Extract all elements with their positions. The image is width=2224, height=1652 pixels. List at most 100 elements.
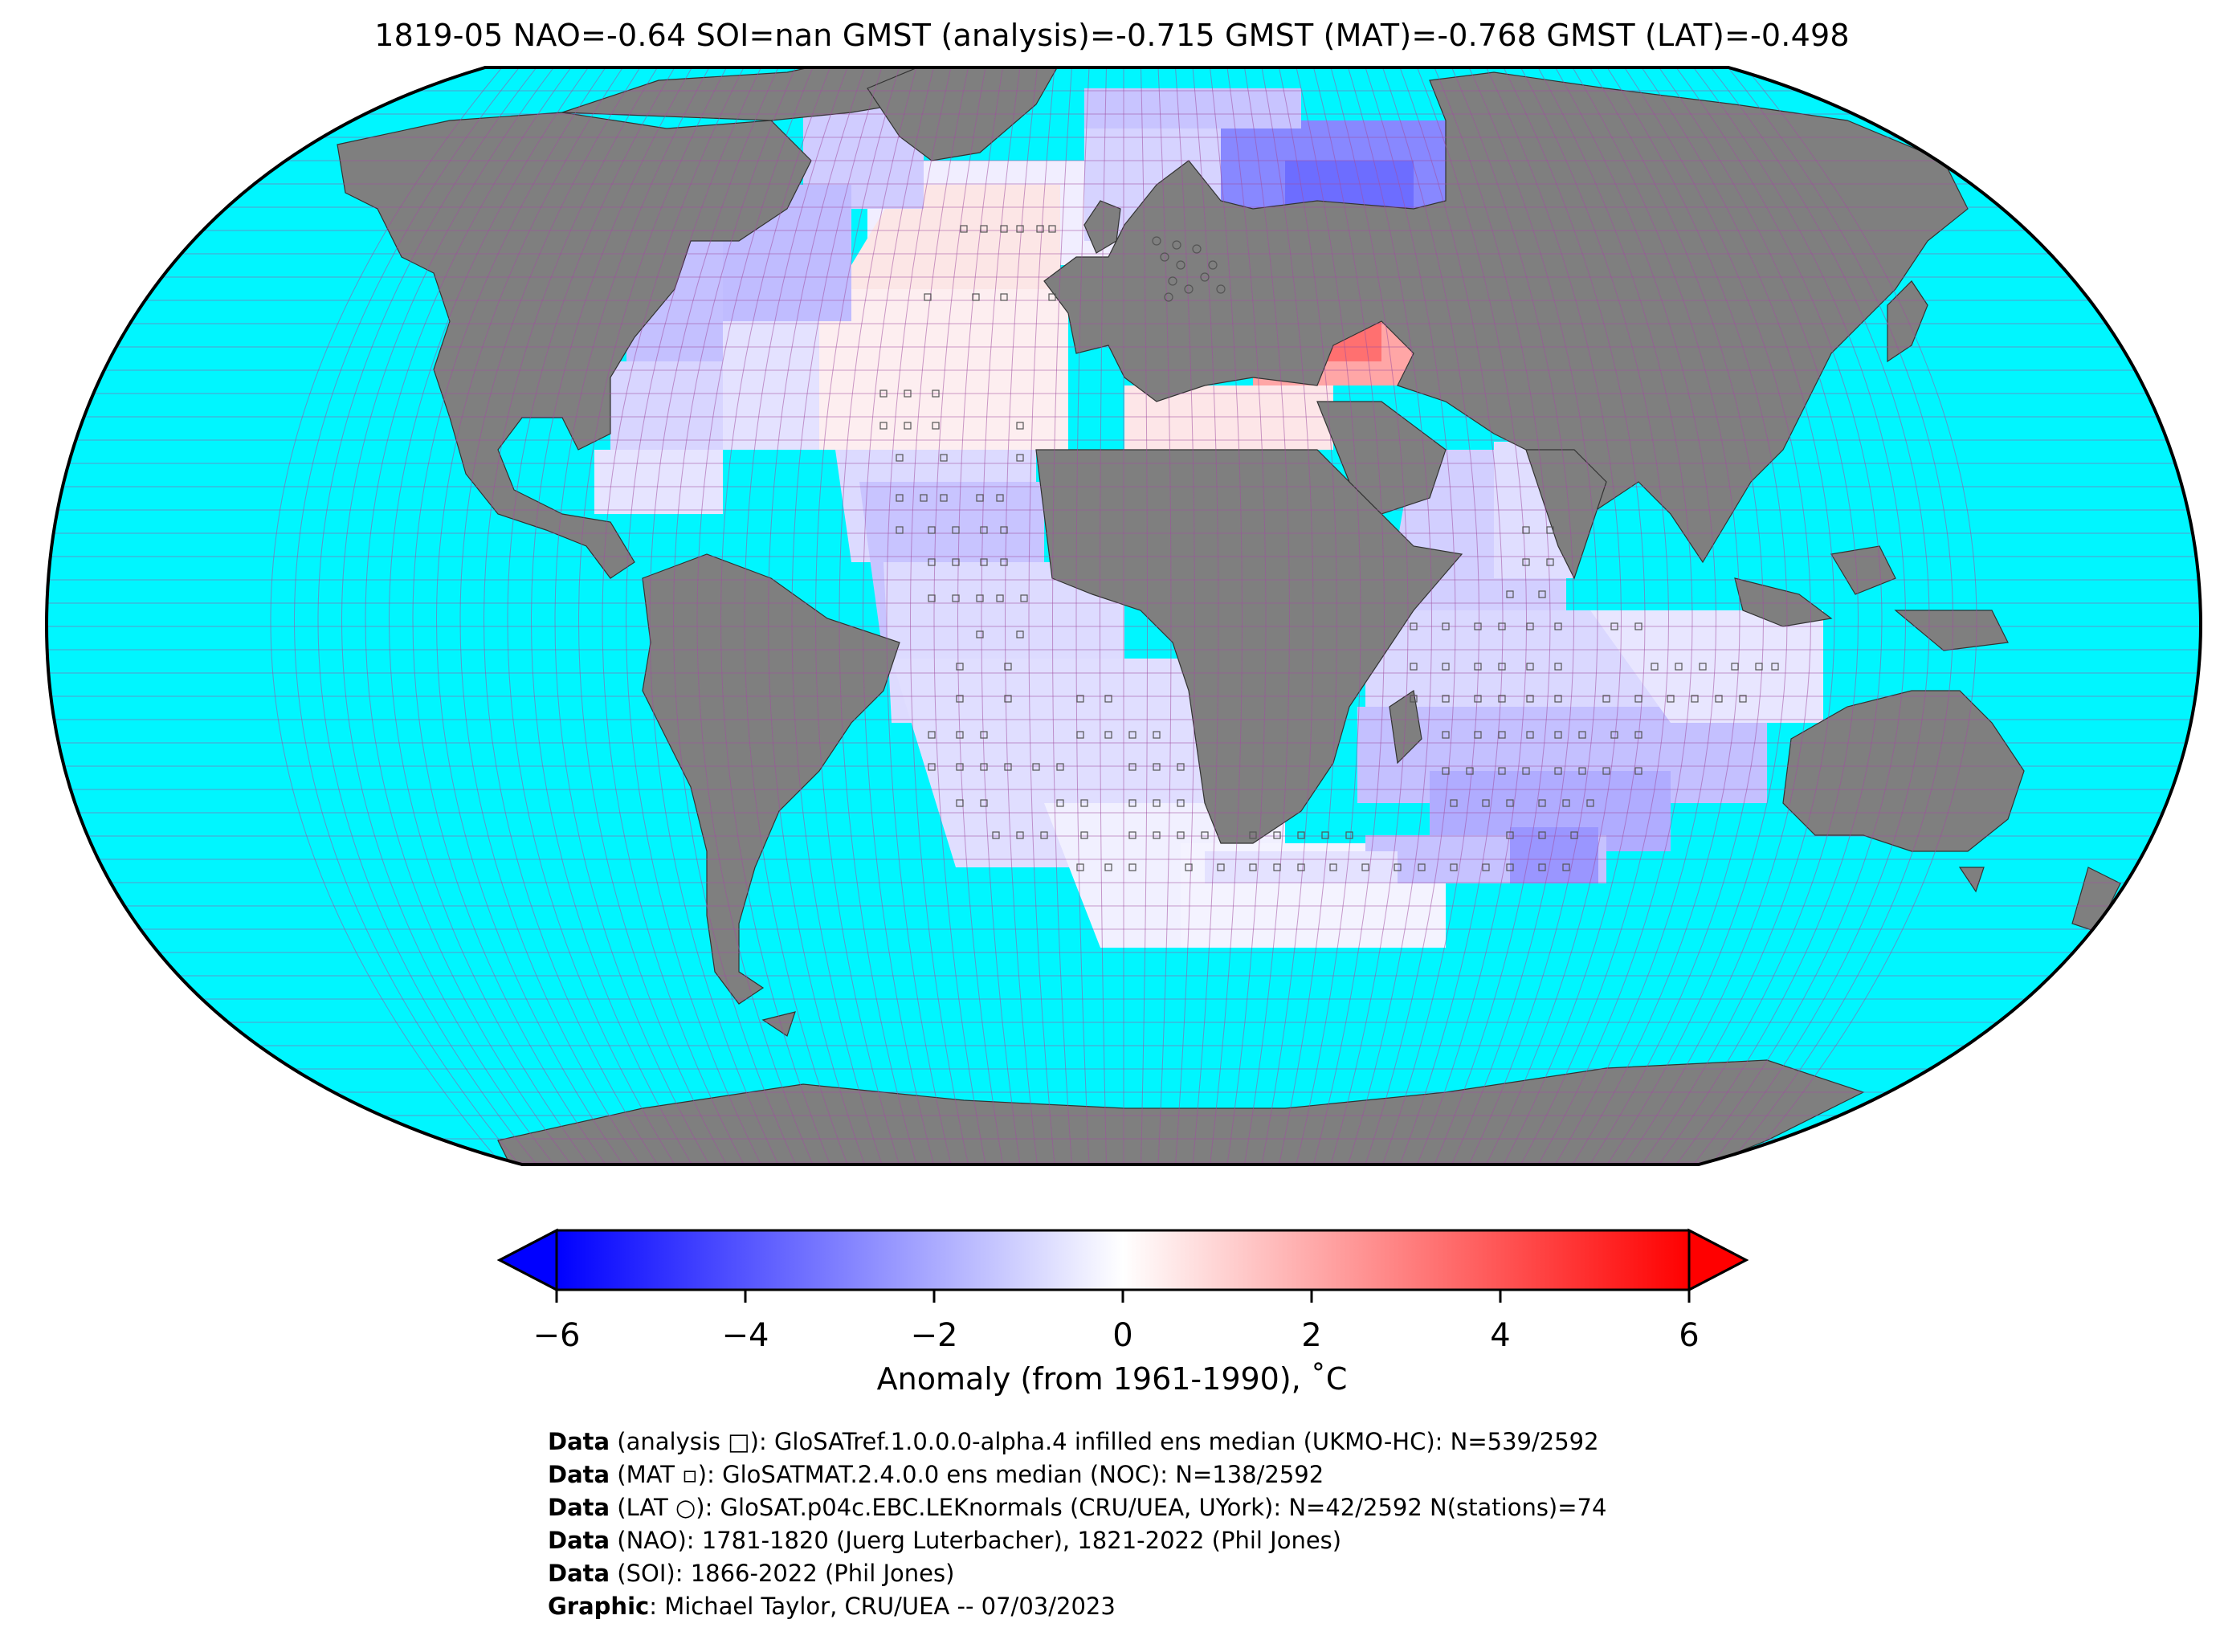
analysis-marker (1321, 831, 1329, 839)
analysis-marker (1482, 799, 1490, 807)
analysis-marker (1217, 863, 1225, 871)
credit-head: Data (548, 1560, 610, 1587)
analysis-marker (1076, 863, 1084, 871)
colorbar-ticks (555, 1290, 1691, 1303)
credit-text: : Michael Taylor, CRU/UEA -- 07/03/2023 (649, 1593, 1116, 1620)
analysis-marker (1506, 863, 1514, 871)
colorbar-gradient (557, 1230, 1689, 1290)
analysis-marker (1546, 558, 1554, 566)
analysis-marker (1651, 663, 1659, 671)
analysis-marker (956, 763, 964, 771)
colorbar-tick-label: −6 (533, 1317, 581, 1354)
station-marker (1168, 276, 1177, 286)
analysis-marker (940, 454, 948, 462)
analysis-marker (896, 454, 904, 462)
analysis-marker (1104, 731, 1112, 739)
analysis-marker (1016, 630, 1024, 638)
analysis-marker (1526, 695, 1534, 703)
analysis-marker (1345, 831, 1353, 839)
analysis-marker (1020, 594, 1028, 602)
station-marker (1172, 240, 1181, 250)
analysis-marker (1715, 695, 1723, 703)
analysis-marker (1498, 622, 1506, 630)
colorbar-tick-label: −4 (721, 1317, 769, 1354)
analysis-marker (980, 731, 988, 739)
station-marker (1152, 236, 1161, 246)
analysis-marker (1128, 731, 1136, 739)
analysis-marker (980, 526, 988, 534)
analysis-marker (1667, 695, 1675, 703)
credit-head: Data (548, 1527, 610, 1554)
analysis-marker (1080, 831, 1088, 839)
credit-line: Data (NAO): 1781-1820 (Juerg Luterbacher… (548, 1524, 1606, 1557)
analysis-marker (1506, 831, 1514, 839)
analysis-marker (1177, 831, 1185, 839)
colorbar (496, 1228, 1749, 1303)
station-marker (1200, 272, 1210, 282)
analysis-marker (1498, 663, 1506, 671)
analysis-marker (1634, 695, 1642, 703)
analysis-marker (980, 763, 988, 771)
analysis-marker (1104, 695, 1112, 703)
analysis-marker (1538, 590, 1546, 598)
analysis-marker (896, 526, 904, 534)
analysis-marker (1201, 831, 1209, 839)
analysis-marker (976, 630, 984, 638)
analysis-marker (904, 390, 912, 398)
analysis-marker (956, 799, 964, 807)
station-marker (1184, 284, 1194, 294)
analysis-marker (1586, 799, 1594, 807)
analysis-marker (960, 225, 968, 233)
analysis-marker (1554, 695, 1562, 703)
credit-text: (LAT ○): GloSAT.p04c.EBC.LEKnormals (CRU… (610, 1494, 1607, 1521)
analysis-marker (1634, 622, 1642, 630)
analysis-marker (1249, 863, 1257, 871)
analysis-marker (1554, 731, 1562, 739)
analysis-marker (1474, 663, 1482, 671)
analysis-marker (1394, 863, 1402, 871)
analysis-marker (896, 494, 904, 502)
credit-line: Data (LAT ○): GloSAT.p04c.EBC.LEKnormals… (548, 1491, 1606, 1524)
analysis-marker (1526, 622, 1534, 630)
analysis-marker (1418, 863, 1426, 871)
analysis-marker (956, 695, 964, 703)
analysis-marker (928, 558, 936, 566)
map-body (47, 67, 2201, 1165)
analysis-marker (1016, 422, 1024, 430)
analysis-marker (920, 494, 928, 502)
analysis-marker (976, 494, 984, 502)
analysis-marker (1128, 799, 1136, 807)
credit-text: (SOI): 1866-2022 (Phil Jones) (610, 1560, 955, 1587)
analysis-marker (980, 225, 988, 233)
analysis-marker (1076, 731, 1084, 739)
analysis-marker (1153, 763, 1161, 771)
analysis-marker (976, 594, 984, 602)
analysis-marker (1610, 731, 1618, 739)
station-marker (1208, 260, 1218, 270)
credit-text: (MAT ▫): GloSATMAT.2.4.0.0 ens median (N… (610, 1461, 1324, 1488)
analysis-marker (1634, 767, 1642, 775)
analysis-marker (980, 799, 988, 807)
credit-head: Data (548, 1428, 610, 1455)
analysis-marker (1000, 526, 1008, 534)
analysis-marker (1562, 863, 1570, 871)
analysis-marker (1177, 763, 1185, 771)
analysis-marker (952, 526, 960, 534)
analysis-marker (1048, 293, 1056, 301)
credit-head: Graphic (548, 1593, 650, 1620)
analysis-marker (1506, 799, 1514, 807)
analysis-marker (1578, 731, 1586, 739)
analysis-marker (1016, 831, 1024, 839)
analysis-marker (952, 594, 960, 602)
analysis-marker (1000, 558, 1008, 566)
map-outline (44, 66, 2203, 1166)
analysis-marker (1153, 799, 1161, 807)
colorbar-extend-max (1687, 1228, 1749, 1292)
analysis-marker (1004, 763, 1012, 771)
analysis-marker (1450, 799, 1458, 807)
analysis-marker (1128, 863, 1136, 871)
station-marker (1164, 292, 1173, 302)
analysis-marker (1056, 799, 1064, 807)
analysis-marker (1610, 622, 1618, 630)
analysis-marker (1522, 767, 1530, 775)
